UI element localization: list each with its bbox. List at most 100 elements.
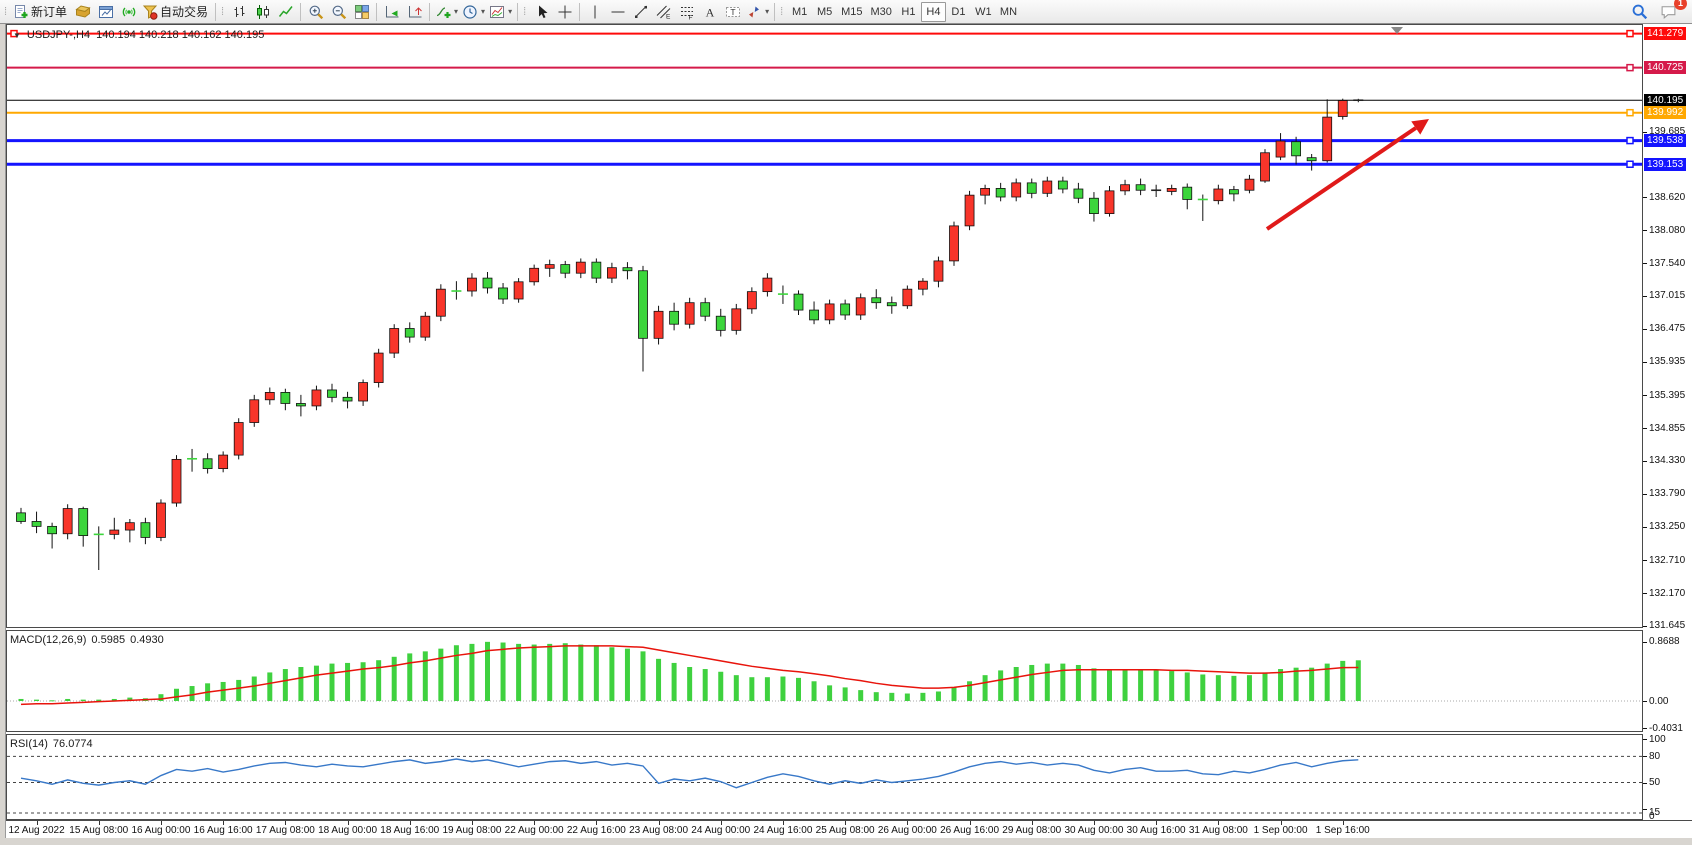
toolbar-separator xyxy=(429,2,431,21)
price-tick xyxy=(1643,230,1647,232)
toolbar-button-text-label[interactable]: T xyxy=(721,1,744,23)
toolbar-button-market-window[interactable] xyxy=(94,1,117,23)
toolbar-grip[interactable]: ⁞ xyxy=(4,5,7,18)
toolbar-button-line-chart[interactable] xyxy=(274,1,297,23)
dropdown-arrow-icon[interactable]: ▾ xyxy=(481,7,486,16)
macd-signal-value: 0.4930 xyxy=(130,634,164,646)
toolbar-button-trendline[interactable] xyxy=(629,1,652,23)
rsi-chart[interactable] xyxy=(7,735,1642,819)
timeframe-button-mn[interactable]: MN xyxy=(999,5,1018,18)
timeframe-button-h1[interactable]: H1 xyxy=(901,5,916,18)
toolbar-grip[interactable]: ⁞ xyxy=(780,5,783,18)
price-axis-label: 138.080 xyxy=(1649,224,1686,236)
macd-indicator-pane[interactable]: MACD(12,26,9) 0.5985 0.4930 xyxy=(6,630,1643,732)
toolbar-button-tile-windows[interactable] xyxy=(350,1,373,23)
line-handle[interactable] xyxy=(1626,136,1634,145)
toolbar-button-bar-chart[interactable] xyxy=(228,1,251,23)
toolbar-button-chart-shift[interactable] xyxy=(403,1,426,23)
macd-bar xyxy=(407,653,413,701)
line-handle[interactable] xyxy=(1626,160,1634,168)
bear-candle xyxy=(1291,141,1301,157)
price-axis[interactable]: 139.685 138.620 138.080 137.540 137.015 136.4… xyxy=(1643,24,1692,822)
chart-shift-marker[interactable] xyxy=(1391,27,1403,34)
toolbar-button-add-indicator[interactable]: ▾ xyxy=(433,1,460,23)
macd-axis-tick xyxy=(1643,728,1647,730)
trend-arrow-line[interactable] xyxy=(1265,126,1417,231)
macd-axis-tick xyxy=(1643,641,1647,643)
macd-bar xyxy=(593,645,599,701)
toolbar-button-zoom-out[interactable] xyxy=(327,1,350,23)
price-tick xyxy=(1643,593,1647,595)
price-line-badge: 139.538 xyxy=(1644,134,1687,148)
macd-chart[interactable] xyxy=(7,631,1642,731)
toolbar-button-new-order[interactable]: 新订单 xyxy=(11,1,71,23)
rsi-axis-label: 50 xyxy=(1649,777,1661,788)
ohlc-collapse-icon[interactable]: ▼ xyxy=(13,30,21,40)
macd-bar xyxy=(702,669,708,701)
toolbar-button-vline[interactable] xyxy=(583,1,606,23)
timeframe-button-m1[interactable]: M1 xyxy=(791,5,808,18)
toolbar-button-arrows-tool[interactable]: ▾ xyxy=(744,1,771,23)
main-chart-pane[interactable]: ▼ USDJPY-,H4 140.194 140.218 140.162 140… xyxy=(6,24,1643,628)
candlestick-chart[interactable] xyxy=(7,25,1642,627)
bear-candle xyxy=(498,287,508,300)
macd-bar xyxy=(624,648,630,701)
trend-arrow-head[interactable] xyxy=(1411,119,1429,135)
toolbar-button-template[interactable]: ▾ xyxy=(487,1,514,23)
time-axis-label: 22 Aug 00:00 xyxy=(504,825,564,836)
timeframe-button-w1[interactable]: W1 xyxy=(975,5,992,18)
toolbar-button-periods-clock[interactable]: ▾ xyxy=(460,1,487,23)
toolbar-button-autoscroll[interactable] xyxy=(380,1,403,23)
toolbar-button-chat[interactable]: 1 xyxy=(1657,0,1687,23)
timeframe-button-h4[interactable]: H4 xyxy=(920,1,946,22)
dropdown-arrow-icon[interactable]: ▾ xyxy=(765,7,770,16)
toolbar-grip[interactable]: ⁞ xyxy=(523,5,526,18)
time-axis-label: 25 Aug 08:00 xyxy=(815,825,875,836)
line-handle[interactable] xyxy=(1626,108,1634,117)
toolbar-button-fibonacci[interactable]: F xyxy=(675,1,698,23)
bull-candle xyxy=(1275,140,1286,158)
notification-badge[interactable]: 1 xyxy=(1674,0,1687,10)
toolbar-button-text-a[interactable]: A xyxy=(698,1,721,23)
timeframe-button-m15[interactable]: M15 xyxy=(841,5,863,18)
cursor-icon xyxy=(534,4,550,20)
toolbar-button-cursor[interactable] xyxy=(530,1,553,23)
macd-bar xyxy=(1355,660,1361,701)
toolbar-button-search[interactable] xyxy=(1628,1,1651,23)
bull-candle xyxy=(731,308,742,331)
bear-candle xyxy=(715,315,726,331)
time-axis[interactable]: 12 Aug 2022 15 Aug 08:00 16 Aug 00:00 16 Au… xyxy=(6,820,1692,838)
timeframe-button-m5[interactable]: M5 xyxy=(816,5,833,18)
bear-candle xyxy=(1026,182,1037,194)
toolbar-button-zoom-in[interactable] xyxy=(304,1,327,23)
toolbar-button-signal[interactable] xyxy=(117,1,140,23)
bull-candle xyxy=(980,187,990,196)
bull-candle xyxy=(218,454,229,470)
time-axis-label: 18 Aug 16:00 xyxy=(380,825,440,836)
time-axis-label: 15 Aug 08:00 xyxy=(69,825,129,836)
toolbar-button-channel[interactable]: E xyxy=(652,1,675,23)
line-handle[interactable] xyxy=(1626,29,1634,38)
line-handle[interactable] xyxy=(1626,63,1634,72)
toolbar-grip[interactable]: ⁞ xyxy=(221,5,224,18)
rsi-axis-label: 100 xyxy=(1649,733,1666,745)
time-tick xyxy=(1031,821,1033,825)
timeframe-button-d1[interactable]: D1 xyxy=(951,5,966,18)
toolbar-button-autotrade[interactable]: 自动交易 xyxy=(140,1,212,23)
dropdown-arrow-icon[interactable]: ▾ xyxy=(508,7,513,16)
toolbar-button-candle-chart[interactable] xyxy=(251,1,274,23)
bear-candle xyxy=(840,303,851,316)
toolbar-button-hline[interactable] xyxy=(606,1,629,23)
line-handle[interactable] xyxy=(10,29,18,38)
macd-bar xyxy=(904,693,910,701)
horizontal-line-objects[interactable] xyxy=(7,29,1642,168)
rsi-indicator-pane[interactable]: RSI(14) 76.0774 xyxy=(6,734,1643,820)
bear-candle xyxy=(1135,184,1146,191)
rsi-name: RSI(14) xyxy=(10,738,48,750)
macd-bar xyxy=(18,698,24,701)
toolbar-button-crosshair[interactable] xyxy=(553,1,576,23)
timeframe-button-m30[interactable]: M30 xyxy=(870,5,892,18)
dropdown-arrow-icon[interactable]: ▾ xyxy=(454,7,459,16)
price-axis-label: 131.645 xyxy=(1649,620,1686,632)
toolbar-button-profiles[interactable] xyxy=(71,1,94,23)
